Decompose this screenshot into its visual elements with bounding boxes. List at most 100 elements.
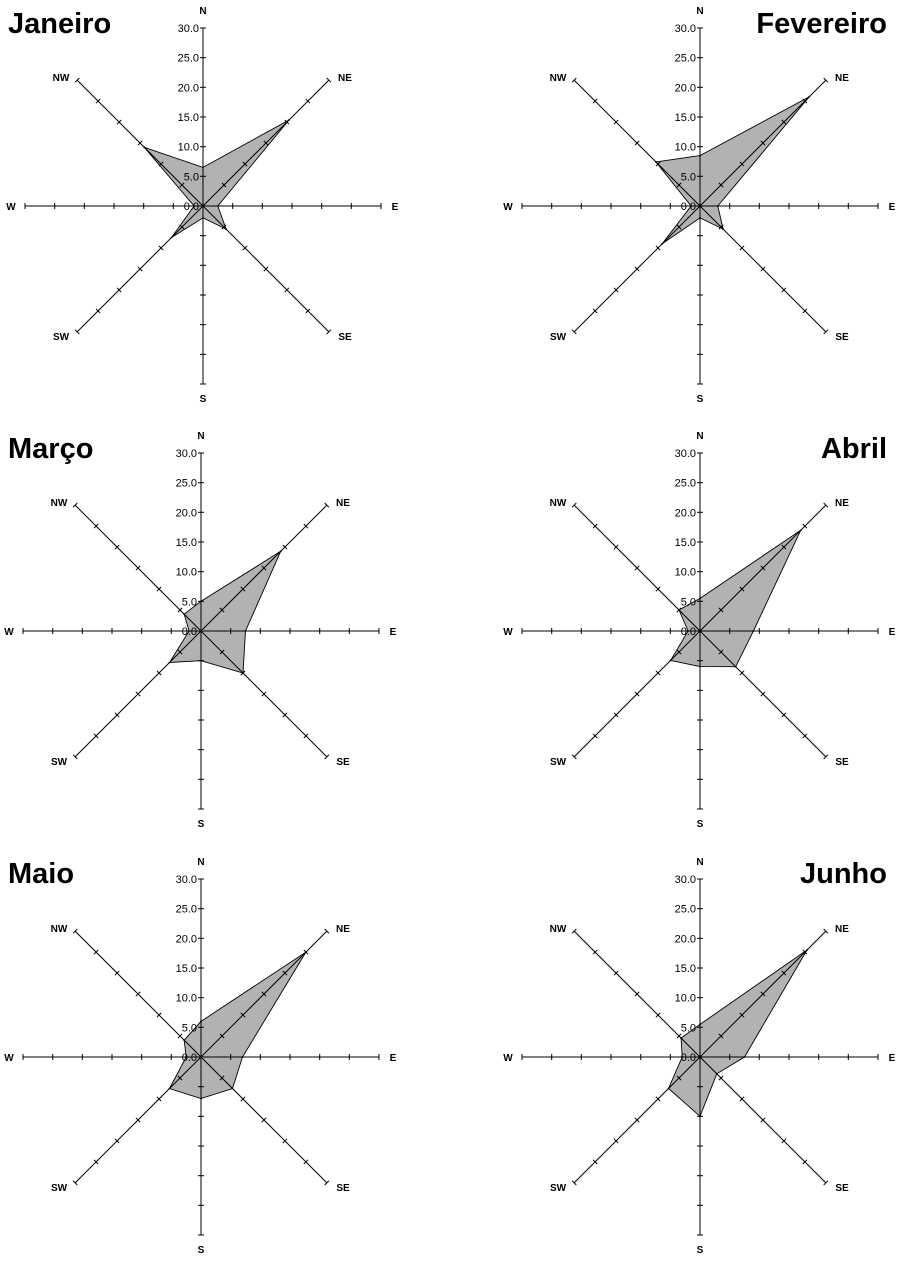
axis-tick-sw [592,733,598,739]
wind-rose-2: Março N NE E SE S SW W NW 0.0 5.0 10.0 15.0 20.0 25.0 3… [4,431,396,830]
direction-label-w: W [6,202,16,213]
tick-label: 10.0 [178,142,199,154]
axis-tick-nw [634,565,640,571]
axis-tick-se [303,1159,309,1165]
axis-tick-nw [95,98,101,104]
axis-tick-nw [72,502,78,508]
axis-tick-se [760,1117,766,1123]
direction-label-sw: SW [550,332,567,343]
axis-tick-nw [177,1033,183,1039]
direction-label-w: W [503,1053,513,1064]
direction-label-se: SE [338,332,352,343]
tick-label: 30.0 [178,23,199,35]
axis-tick-nw [655,1012,661,1018]
direction-label-nw: NW [550,73,567,84]
axis-tick-se [326,329,332,335]
direction-label-e: E [390,627,397,638]
axis-tick-se [240,1096,246,1102]
direction-label-ne: NE [835,73,849,84]
axis-tick-nw [655,586,661,592]
tick-label: 30.0 [176,874,197,886]
axis-tick-ne [823,502,829,508]
axis-tick-nw [571,502,577,508]
tick-label: 15.0 [675,537,696,549]
axis-tick-nw [613,544,619,550]
axis-tick-sw [179,224,185,230]
tick-label: 25.0 [176,904,197,916]
tick-label: 15.0 [675,963,696,975]
axis-tick-nw [156,1012,162,1018]
axis-tick-ne [219,1033,225,1039]
axis-tick-sw [571,754,577,760]
axis-tick-sw [676,1075,682,1081]
direction-label-s: S [697,819,704,830]
direction-label-s: S [198,1245,205,1256]
direction-label-ne: NE [336,498,350,509]
axis-tick-ne [324,928,330,934]
tick-label: 30.0 [176,448,197,460]
chart-title: Fevereiro [756,8,887,40]
direction-label-nw: NW [550,498,567,509]
axis-tick-nw [179,182,185,188]
axis-tick-nw [114,544,120,550]
axis-tick-nw [158,161,164,167]
direction-label-se: SE [835,1183,849,1194]
tick-label: 0.0 [182,626,197,638]
axis-tick-ne [802,98,808,104]
direction-label-e: E [392,202,399,213]
axis-tick-ne [282,970,288,976]
axis-tick-se [261,691,267,697]
direction-label-n: N [696,857,703,868]
axis-tick-sw [74,329,80,335]
axis-tick-sw [177,1075,183,1081]
tick-label: 10.0 [675,142,696,154]
axis-tick-se [263,266,269,272]
tick-label: 15.0 [675,112,696,124]
tick-label: 25.0 [675,904,696,916]
axis-tick-ne [781,544,787,550]
direction-label-nw: NW [550,924,567,935]
direction-label-n: N [696,431,703,442]
direction-label-nw: NW [53,73,70,84]
tick-label: 25.0 [675,53,696,65]
axis-tick-ne [781,970,787,976]
axis-tick-sw [116,287,122,293]
axis-tick-nw [592,523,598,529]
axis-tick-ne [326,77,332,83]
tick-label: 20.0 [675,933,696,945]
axis-tick-ne [760,565,766,571]
axis-tick-se [219,649,225,655]
axis-tick-nw [613,119,619,125]
axis-tick-sw [634,691,640,697]
tick-label: 0.0 [681,626,696,638]
tick-label: 20.0 [675,82,696,94]
tick-label: 20.0 [176,507,197,519]
wind-rose-1: Fevereiro N NE E SE S SW W NW 0.0 5.0 10.0 15.0 20.0 2… [503,6,895,405]
direction-label-w: W [503,627,513,638]
direction-label-sw: SW [51,1183,68,1194]
wind-rose-5: Junho N NE E SE S SW W NW 0.0 5.0 10.0 15.0 20.0 25.0 3… [503,857,895,1256]
axis-tick-ne [221,182,227,188]
axis-tick-nw [156,586,162,592]
axis-tick-nw [592,98,598,104]
direction-label-n: N [197,431,204,442]
direction-label-s: S [200,394,207,405]
axis-tick-ne [324,502,330,508]
tick-label: 10.0 [675,567,696,579]
tick-label: 10.0 [176,993,197,1005]
axis-tick-se [739,670,745,676]
axis-tick-se [718,1075,724,1081]
axis-tick-se [739,1096,745,1102]
tick-label: 0.0 [681,201,696,213]
axis-tick-nw [655,161,661,167]
axis-tick-se [823,754,829,760]
axis-tick-sw [137,266,143,272]
direction-label-se: SE [835,332,849,343]
tick-label: 5.0 [681,1022,696,1034]
wind-rose-0: Janeiro N NE E SE S SW W NW 0.0 5.0 10.0 15.0 20.0 25.… [6,6,398,405]
axis-tick-se [802,733,808,739]
direction-label-w: W [503,202,513,213]
axis-tick-sw [72,754,78,760]
axis-tick-sw [676,649,682,655]
